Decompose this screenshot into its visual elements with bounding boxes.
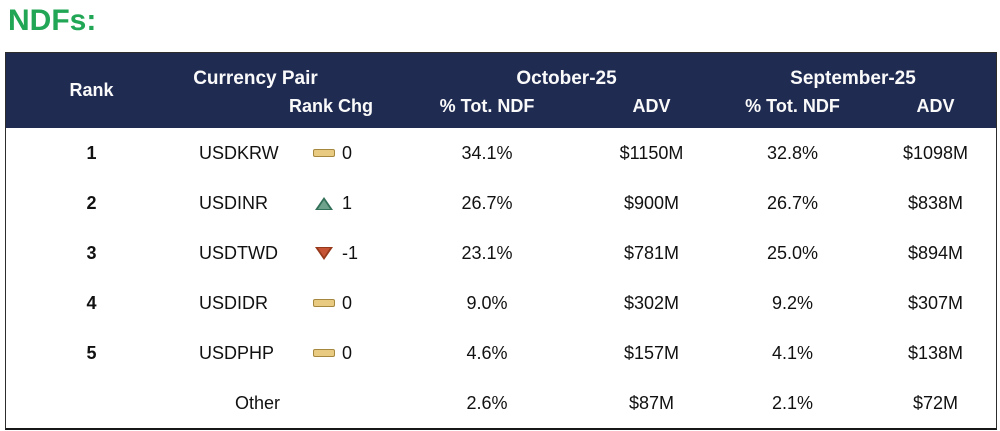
oct-adv-value: $900M [623, 192, 680, 213]
oct-adv-value: $302M [623, 292, 680, 313]
table-row-other: Other 2.6% $87M 2.1% $72M [6, 378, 996, 428]
rank-change-value: -1 [342, 242, 359, 263]
sep-adv-value: $138M [907, 342, 964, 363]
oct-pct-value: 26.7% [461, 192, 513, 213]
sep-pct-value: 9.2% [771, 292, 814, 313]
sep-adv-value: $307M [907, 292, 964, 313]
sep-pct-value: 2.1% [771, 392, 814, 413]
icon-slot [312, 196, 336, 210]
oct-pct-value: 34.1% [461, 142, 513, 163]
currency-pair: USDTWD [199, 242, 278, 263]
oct-pct-value: 4.6% [466, 342, 508, 363]
oct-pct-value: 23.1% [461, 242, 513, 263]
rank-change-up-icon [315, 196, 333, 210]
oct-pct-value: 2.6% [466, 392, 508, 413]
table-row: 4 USDIDR 0 9.0% $302M 9.2% $307M [6, 278, 996, 328]
rank-change-value: 0 [342, 292, 353, 313]
rank-change-cell: 1 [286, 193, 381, 214]
rank-change-cell: 0 [286, 343, 381, 364]
rank-change-cell: 0 [286, 143, 381, 164]
rank-change-cell: -1 [286, 243, 381, 264]
sep-adv-value: $72M [912, 392, 959, 413]
rank-change-flat-icon [313, 349, 335, 357]
rank-change-cell: 0 [286, 293, 381, 314]
table-header: Rank Currency Pair October-25 September-… [6, 53, 996, 128]
col-header-sep-pct-tot-ndf: % Tot. NDF [745, 96, 840, 116]
section-title: NDFs: [8, 4, 97, 37]
rank-value: 1 [86, 142, 97, 163]
sep-pct-value: 25.0% [766, 242, 819, 263]
sep-pct-value: 4.1% [771, 342, 814, 363]
col-header-rank: Rank [69, 80, 114, 100]
sep-pct-value: 26.7% [766, 192, 819, 213]
rank-change-flat-icon [313, 149, 335, 157]
col-header-oct-pct-tot-ndf: % Tot. NDF [439, 96, 535, 116]
table-row: 5 USDPHP 0 4.6% $157M 4.1% $138M [6, 328, 996, 378]
sep-adv-value: $1098M [902, 142, 969, 163]
sep-pct-value: 32.8% [766, 142, 819, 163]
oct-adv-value: $87M [628, 392, 675, 413]
currency-pair: USDIDR [199, 292, 269, 313]
rank-value: 4 [86, 292, 97, 313]
table-body: 1 USDKRW 0 34.1% $1150M 32.8% $1098M 2 U… [6, 128, 996, 428]
currency-pair: USDINR [199, 192, 269, 213]
ndf-rankings-table: Rank Currency Pair October-25 September-… [5, 52, 997, 430]
table-row: 1 USDKRW 0 34.1% $1150M 32.8% $1098M [6, 128, 996, 178]
col-header-sep-adv: ADV [916, 96, 955, 116]
oct-adv-value: $781M [623, 242, 680, 263]
rank-change-value: 0 [342, 142, 353, 163]
oct-adv-value: $157M [623, 342, 680, 363]
col-header-september-25: September-25 [790, 68, 916, 89]
rank-change-value: 1 [342, 192, 353, 213]
icon-slot [312, 246, 336, 260]
rank-change-flat-icon [313, 299, 335, 307]
col-header-oct-adv: ADV [632, 96, 671, 116]
icon-slot [312, 349, 336, 357]
rank-value: 2 [86, 192, 97, 213]
oct-adv-value: $1150M [619, 142, 684, 163]
table-row: 2 USDINR 1 26.7% $900M 26.7% $838M [6, 178, 996, 228]
col-header-october-25: October-25 [516, 68, 617, 89]
sep-adv-value: $838M [907, 192, 964, 213]
rank-change-down-icon [315, 246, 333, 260]
currency-pair-other: Other [234, 392, 281, 413]
currency-pair: USDPHP [199, 342, 275, 363]
table-row: 3 USDTWD -1 23.1% $781M 25.0% $894M [6, 228, 996, 278]
rank-change-value: 0 [342, 342, 353, 363]
rank-value: 3 [86, 242, 97, 263]
sep-adv-value: $894M [907, 242, 964, 263]
oct-pct-value: 9.0% [466, 292, 508, 313]
icon-slot [312, 149, 336, 157]
col-header-rank-chg: Rank Chg [288, 96, 373, 116]
col-header-currency-pair: Currency Pair [193, 68, 318, 89]
icon-slot [312, 299, 336, 307]
rank-value: 5 [86, 342, 97, 363]
currency-pair: USDKRW [199, 142, 279, 163]
